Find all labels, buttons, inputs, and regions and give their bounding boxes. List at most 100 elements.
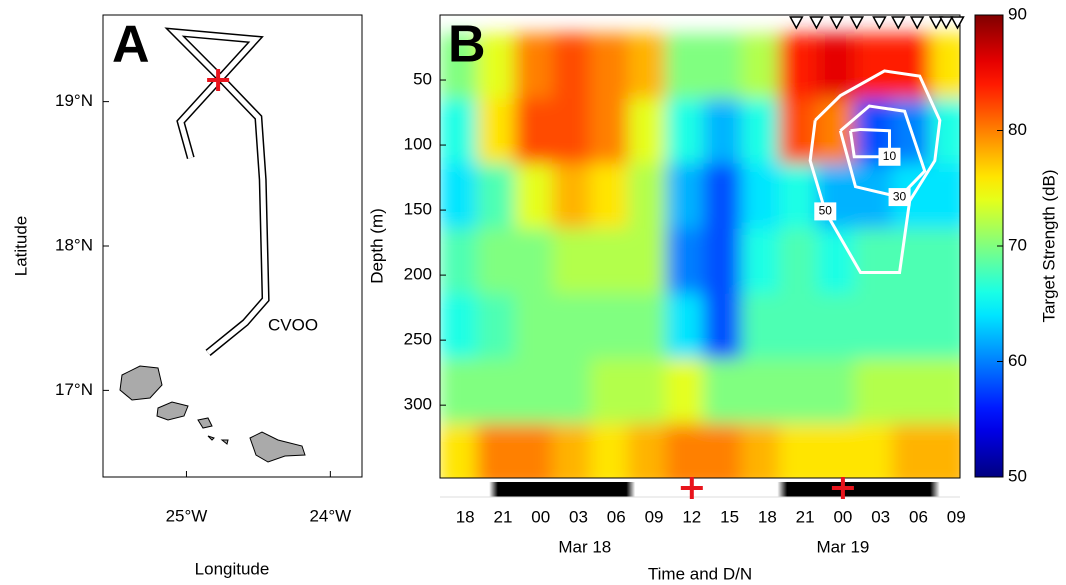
time-marker <box>831 477 854 499</box>
heat-cell <box>552 358 593 426</box>
heat-cell <box>552 33 593 101</box>
heat-cell <box>665 228 706 296</box>
heat-cell <box>627 33 668 101</box>
date-label: Mar 18 <box>558 537 611 556</box>
x-tick-label: 09 <box>645 507 664 526</box>
heatmap: 10 30 50 <box>440 33 960 478</box>
contour-label: 30 <box>893 189 907 203</box>
x-tick-label: 03 <box>569 507 588 526</box>
heat-cell <box>892 293 933 361</box>
heat-cell <box>552 98 593 166</box>
colorbar-label: Target Strength (dB) <box>1039 169 1058 322</box>
heat-cell <box>514 293 555 361</box>
heat-cell <box>627 358 668 426</box>
heat-cell <box>854 423 895 478</box>
y-tick-label: 100 <box>404 135 432 154</box>
heat-cell <box>741 228 781 296</box>
y-tick-label: 150 <box>404 200 432 219</box>
heat-cell <box>778 423 819 478</box>
colorbar-tick-label: 70 <box>1008 235 1027 254</box>
contour <box>838 104 927 199</box>
heat-cell <box>665 358 706 426</box>
heat-cell <box>741 358 781 426</box>
x-tick-label: 24°W <box>309 506 351 525</box>
heat-cell <box>703 228 744 296</box>
heat-cell <box>440 228 479 296</box>
heat-cell <box>552 228 593 296</box>
x-tick-label: 21 <box>493 507 512 526</box>
y-tick-label: 50 <box>413 70 432 89</box>
heat-cell <box>440 33 479 101</box>
contour-label: 50 <box>819 204 833 218</box>
event-marker <box>909 16 925 30</box>
colorbar-tick-label: 60 <box>1008 351 1027 370</box>
x-tick-label: 06 <box>909 507 928 526</box>
y-axis-label: Latitude <box>11 216 30 277</box>
heat-cell <box>665 98 706 166</box>
heat-cell <box>741 33 781 101</box>
heat-cell <box>854 293 895 361</box>
heat-cell <box>590 228 630 296</box>
heat-cell <box>476 423 517 478</box>
y-tick-label: 250 <box>404 330 432 349</box>
heat-cell <box>665 423 706 478</box>
heat-cell <box>665 163 706 231</box>
event-marker <box>950 16 965 30</box>
y-axis-label: Depth (m) <box>367 208 386 284</box>
heat-cell <box>703 98 744 166</box>
heat-cell <box>440 423 479 478</box>
panel-label: A <box>112 16 150 74</box>
y-tick-label: 19°N <box>55 91 93 110</box>
contour-label-bg <box>888 188 911 207</box>
heat-cell <box>552 293 593 361</box>
heat-cell <box>514 163 555 231</box>
colorbar-tick-label: 90 <box>1008 4 1027 23</box>
heat-cell <box>703 33 744 101</box>
x-tick-label: 00 <box>833 507 852 526</box>
heat-cell <box>703 163 744 231</box>
event-marker <box>872 16 887 30</box>
heat-cell <box>703 423 744 478</box>
position-marker <box>207 68 230 91</box>
x-tick-label: 06 <box>607 507 626 526</box>
x-tick-label: 18 <box>758 507 777 526</box>
contour-label-bg <box>878 147 901 166</box>
heat-cell <box>590 293 630 361</box>
x-axis-label: Time and D/N <box>648 564 752 583</box>
event-marker <box>789 16 804 30</box>
heat-cell <box>854 33 895 101</box>
x-tick-label: 00 <box>531 507 550 526</box>
station-label: CVOO <box>268 315 318 334</box>
heat-cell <box>440 293 479 361</box>
heat-cell <box>741 293 781 361</box>
heat-cell <box>590 33 630 101</box>
islands <box>119 365 306 463</box>
heat-cell <box>627 423 668 478</box>
heat-cell <box>854 163 895 231</box>
heat-cell <box>590 358 630 426</box>
heat-cell <box>854 358 895 426</box>
panel-label: B <box>448 16 486 74</box>
x-tick-label: 25°W <box>166 506 208 525</box>
heat-cell <box>627 293 668 361</box>
heat-cell <box>627 228 668 296</box>
night-bar <box>777 482 940 497</box>
heat-cell <box>665 293 706 361</box>
heat-cell <box>476 228 517 296</box>
contour <box>848 127 891 159</box>
heat-cell <box>440 98 479 166</box>
heat-cell <box>440 163 479 231</box>
heat-cell <box>476 358 517 426</box>
heat-cell <box>778 358 819 426</box>
heat-cell <box>514 33 555 101</box>
colorbar-tick-label: 80 <box>1008 120 1027 139</box>
heat-cell <box>892 358 933 426</box>
x-tick-label: 09 <box>947 507 966 526</box>
heat-cell <box>892 423 933 478</box>
event-marker <box>849 16 865 30</box>
x-tick-label: 18 <box>456 507 475 526</box>
heat-cell <box>816 423 857 478</box>
heat-cell <box>741 98 781 166</box>
y-tick-label: 18°N <box>55 235 93 254</box>
